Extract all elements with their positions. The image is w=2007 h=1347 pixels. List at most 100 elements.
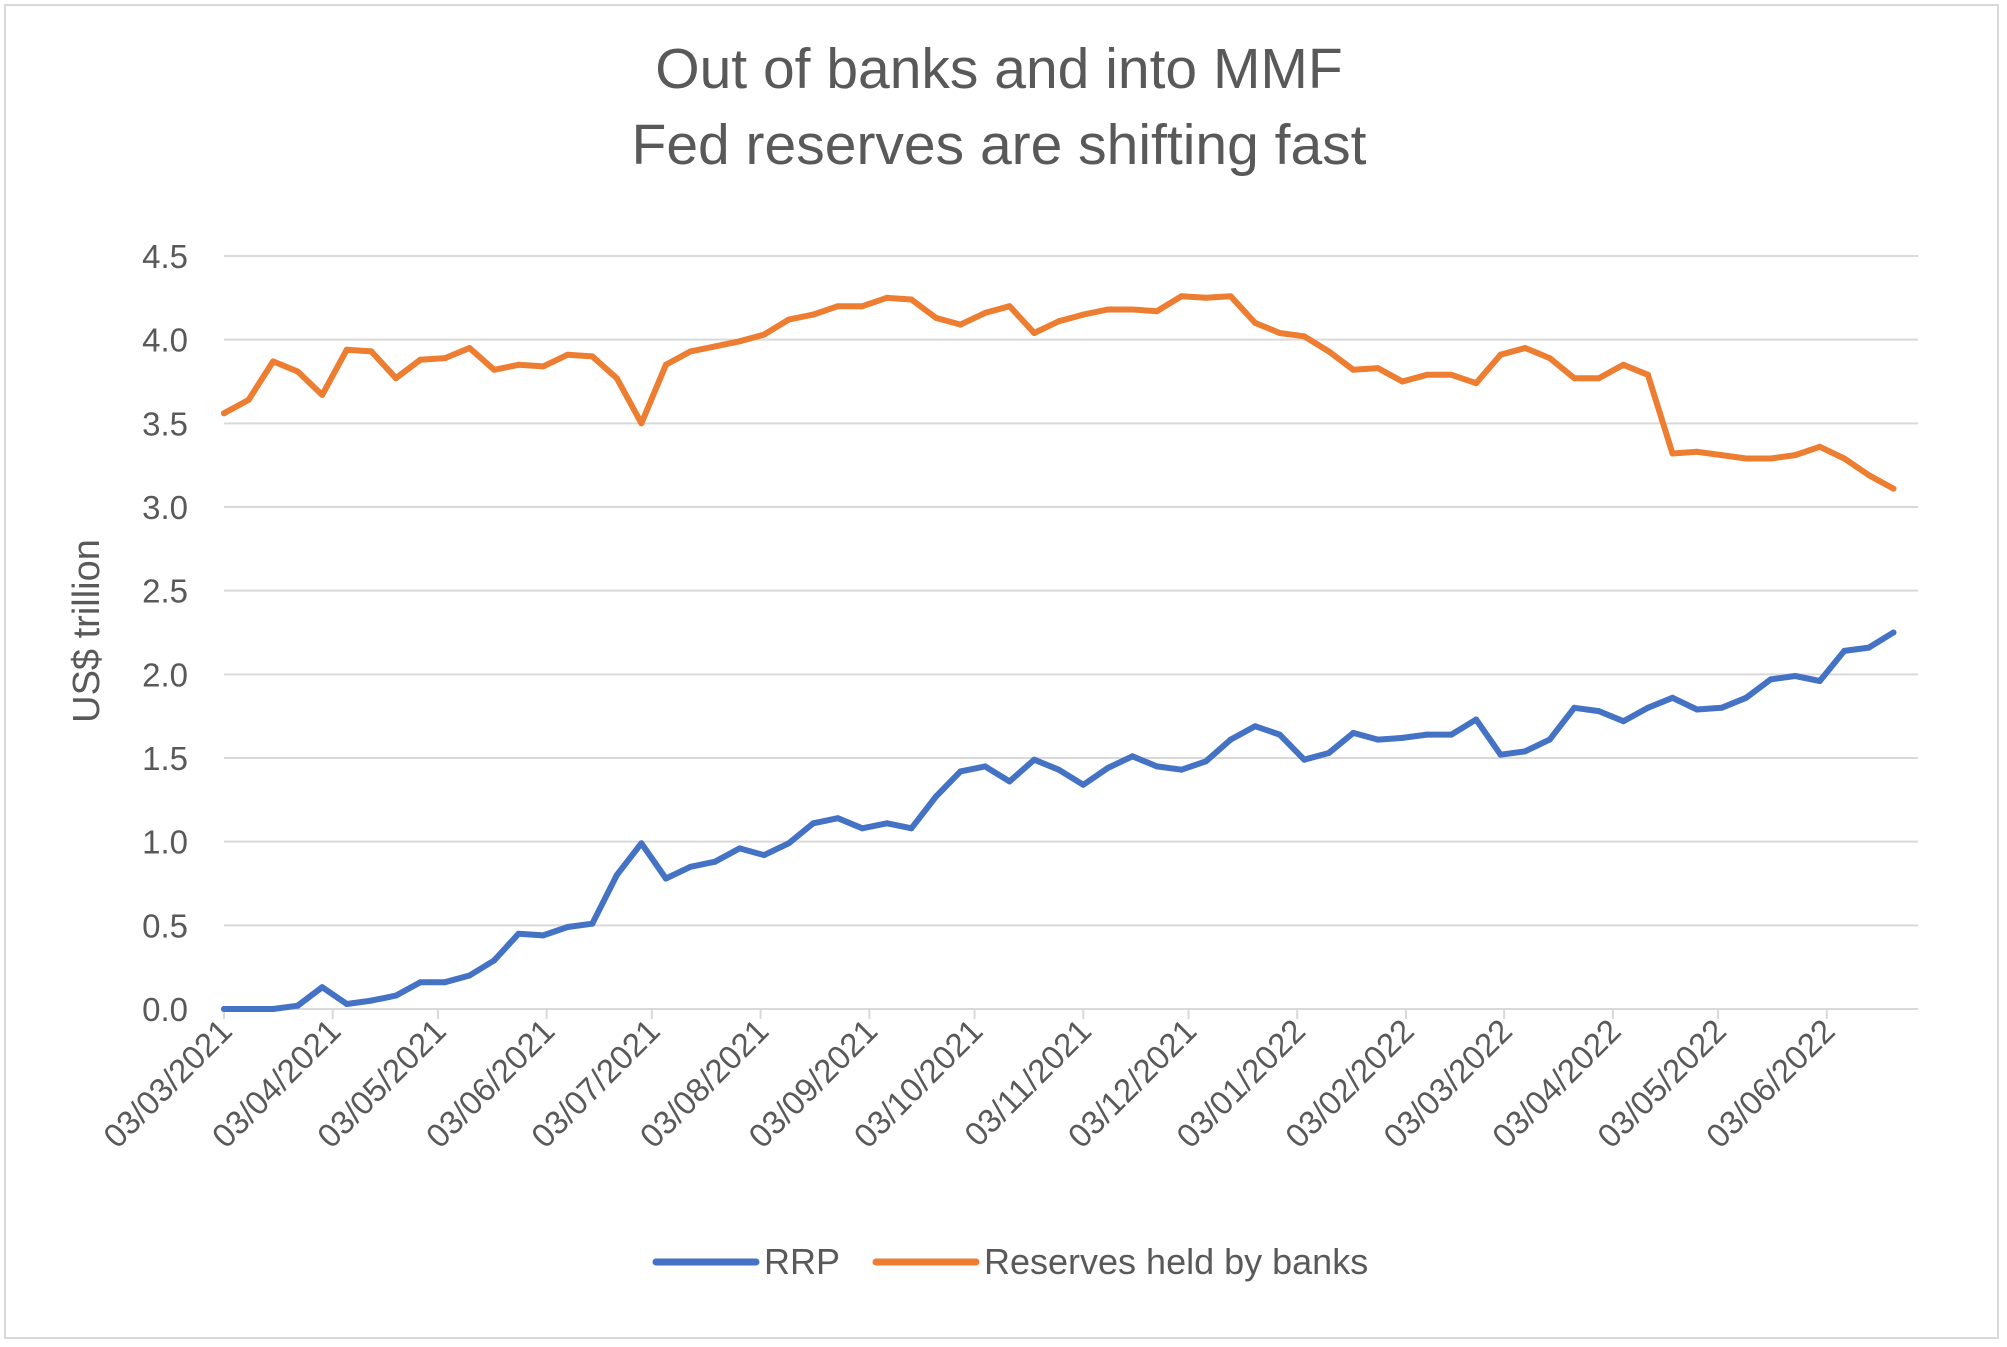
y-tick-label: 3.0 — [142, 489, 188, 526]
data-point-rrp — [1816, 678, 1823, 684]
data-point-reserves-held-by-banks — [859, 303, 866, 310]
y-tick-label: 0.0 — [142, 991, 188, 1028]
data-point-reserves-held-by-banks — [1325, 348, 1332, 355]
data-point-reserves-held-by-banks — [1620, 361, 1627, 368]
data-point-rrp — [1006, 778, 1013, 785]
data-point-rrp — [1694, 706, 1700, 713]
data-point-rrp — [221, 1006, 227, 1012]
data-point-reserves-held-by-banks — [883, 294, 890, 301]
data-point-rrp — [883, 820, 890, 827]
series-lines — [221, 293, 1897, 1012]
data-point-rrp — [1865, 644, 1872, 651]
data-point-reserves-held-by-banks — [1129, 306, 1136, 313]
data-point-rrp — [1497, 751, 1504, 758]
legend: RRP Reserves held by banks — [652, 1241, 1368, 1282]
data-point-rrp — [687, 863, 694, 870]
data-point-rrp — [785, 840, 792, 847]
data-point-rrp — [294, 1002, 301, 1009]
data-point-reserves-held-by-banks — [1276, 330, 1283, 336]
data-point-rrp — [1890, 629, 1897, 636]
data-point-reserves-held-by-banks — [294, 368, 301, 375]
data-point-reserves-held-by-banks — [687, 348, 694, 355]
data-point-rrp — [1620, 718, 1627, 725]
data-point-rrp — [442, 979, 448, 986]
data-point-reserves-held-by-banks — [491, 366, 498, 373]
data-point-reserves-held-by-banks — [589, 353, 596, 360]
data-point-reserves-held-by-banks — [1301, 333, 1308, 340]
data-point-rrp — [1424, 731, 1430, 738]
data-point-rrp — [613, 872, 620, 879]
data-point-rrp — [1644, 704, 1651, 711]
data-point-rrp — [270, 1006, 277, 1012]
data-point-rrp — [1718, 704, 1725, 711]
data-point-rrp — [1473, 716, 1480, 723]
data-point-rrp — [1252, 723, 1259, 730]
y-axis-ticks: 0.0 0.5 1.0 1.5 2.0 2.5 3.0 3.5 4.0 4.5 — [142, 238, 188, 1028]
data-point-reserves-held-by-banks — [982, 309, 989, 316]
data-point-reserves-held-by-banks — [638, 420, 645, 427]
data-point-reserves-held-by-banks — [1031, 330, 1038, 336]
data-point-reserves-held-by-banks — [417, 356, 424, 363]
y-tick-label: 4.5 — [142, 238, 188, 275]
data-point-reserves-held-by-banks — [1424, 371, 1430, 378]
data-point-rrp — [1571, 704, 1578, 711]
data-point-rrp — [712, 858, 718, 865]
data-point-rrp — [515, 930, 522, 937]
data-point-reserves-held-by-banks — [343, 346, 350, 353]
data-point-rrp — [1227, 736, 1234, 743]
data-point-rrp — [1325, 750, 1332, 756]
y-tick-label: 4.0 — [142, 322, 188, 359]
data-point-reserves-held-by-banks — [1104, 306, 1111, 313]
data-point-rrp — [834, 815, 841, 822]
data-point-reserves-held-by-banks — [1718, 452, 1725, 459]
y-tick-label: 2.5 — [142, 573, 188, 610]
data-point-rrp — [1055, 766, 1062, 773]
data-point-reserves-held-by-banks — [319, 391, 326, 398]
data-point-reserves-held-by-banks — [466, 345, 473, 351]
data-point-rrp — [1669, 694, 1676, 701]
data-point-reserves-held-by-banks — [712, 343, 718, 350]
y-tick-label: 1.5 — [142, 740, 188, 777]
data-point-reserves-held-by-banks — [1644, 371, 1651, 378]
data-point-reserves-held-by-banks — [1178, 293, 1185, 300]
data-point-reserves-held-by-banks — [1792, 452, 1799, 459]
data-point-reserves-held-by-banks — [392, 375, 399, 382]
y-tick-label: 2.0 — [142, 656, 188, 693]
data-point-rrp — [491, 957, 498, 964]
legend-label: RRP — [764, 1241, 840, 1282]
data-point-reserves-held-by-banks — [1153, 308, 1160, 315]
data-point-reserves-held-by-banks — [662, 361, 669, 368]
y-axis-title: US$ trillion — [66, 539, 108, 723]
data-point-rrp — [392, 992, 399, 999]
data-point-reserves-held-by-banks — [1669, 450, 1676, 457]
data-point-reserves-held-by-banks — [834, 303, 841, 310]
data-point-rrp — [1792, 673, 1799, 679]
chart-title: Out of banks and into MMF Fed reserves a… — [632, 37, 1367, 177]
data-point-reserves-held-by-banks — [564, 351, 571, 358]
data-point-rrp — [736, 845, 743, 852]
data-point-reserves-held-by-banks — [1546, 355, 1553, 362]
data-point-reserves-held-by-banks — [613, 375, 620, 382]
chart-title-line-1: Out of banks and into MMF — [655, 37, 1342, 101]
data-point-rrp — [957, 768, 964, 775]
data-point-reserves-held-by-banks — [221, 410, 227, 417]
series-line-rrp — [221, 629, 1897, 1012]
data-point-reserves-held-by-banks — [1865, 472, 1872, 479]
data-point-reserves-held-by-banks — [1841, 455, 1848, 462]
data-point-rrp — [1841, 647, 1848, 654]
data-point-reserves-held-by-banks — [1595, 375, 1602, 382]
data-point-rrp — [1767, 676, 1774, 683]
data-point-reserves-held-by-banks — [1227, 293, 1234, 300]
data-point-rrp — [466, 972, 473, 979]
data-point-rrp — [662, 875, 669, 882]
gridlines — [224, 255, 1918, 1010]
data-point-reserves-held-by-banks — [270, 358, 277, 365]
data-point-reserves-held-by-banks — [1890, 485, 1897, 492]
series-line-reserves-held-by-banks — [221, 293, 1897, 492]
data-point-reserves-held-by-banks — [1374, 365, 1381, 372]
data-point-reserves-held-by-banks — [368, 348, 375, 355]
data-point-reserves-held-by-banks — [1497, 351, 1504, 358]
data-point-rrp — [1129, 753, 1136, 760]
data-point-reserves-held-by-banks — [1055, 318, 1062, 325]
data-point-rrp — [638, 840, 645, 847]
